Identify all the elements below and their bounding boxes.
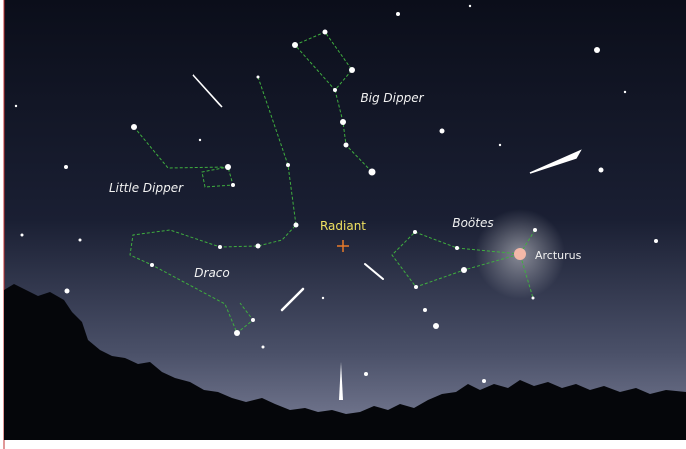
label: Big Dipper: [360, 91, 424, 105]
label: Draco: [194, 266, 229, 280]
label: Arcturus: [535, 249, 582, 262]
label: Little Dipper: [109, 181, 184, 195]
sky-chart: Big Dipper Little Dipper Draco Radiant B…: [0, 0, 686, 449]
label: Radiant: [320, 219, 366, 233]
label: Boötes: [452, 216, 493, 230]
